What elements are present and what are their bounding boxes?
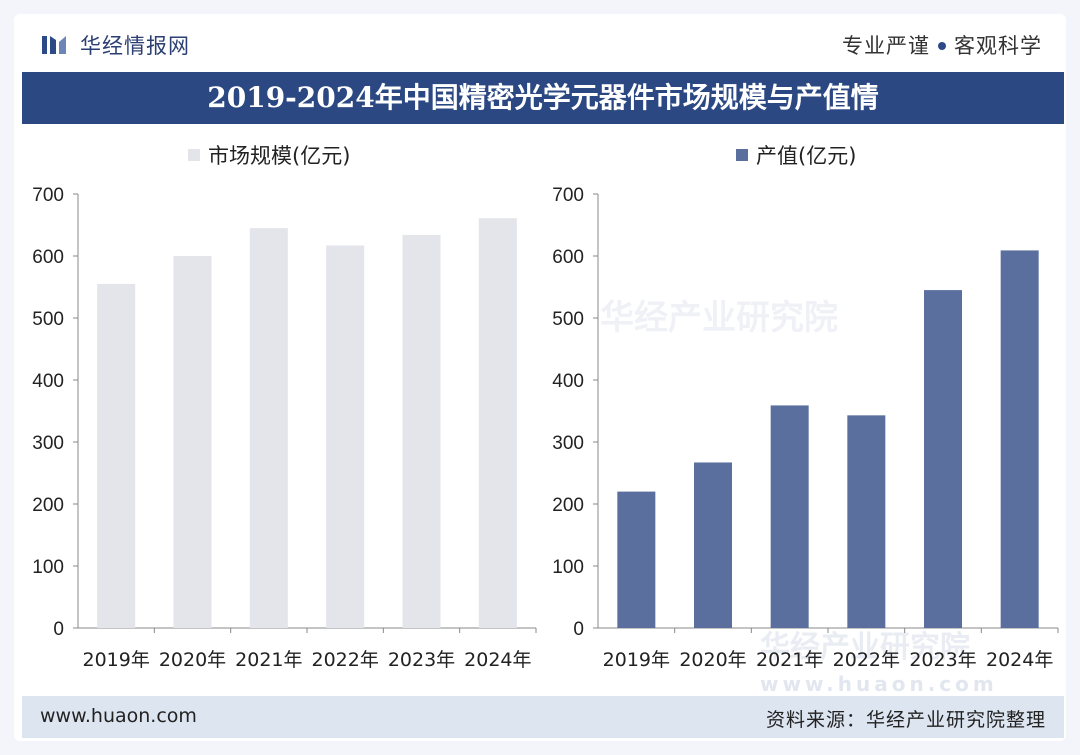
market-x-tick-label: 2019年 [82,649,149,671]
market-y-tick-label: 300 [32,433,64,454]
output-y-tick-label: 600 [552,247,584,268]
slogan-right: 客观科学 [954,34,1042,58]
market-legend-swatch [188,149,200,161]
market-x-tick-label: 2022年 [311,649,378,671]
market-x-tick-label: 2023年 [388,649,455,671]
output-bar [1000,250,1039,629]
market-x-tick-label: 2024年 [464,649,531,671]
market-y-tick-label: 700 [32,185,64,206]
output-legend-swatch [736,149,748,161]
market-y-tick-label: 600 [32,247,64,268]
output-y-tick-label: 0 [573,619,584,640]
output-legend-label: 产值(亿元) [756,144,856,168]
footer-url: www.huaon.com [40,705,197,727]
market-y-tick-label: 100 [32,557,64,578]
market-bar [402,234,441,629]
market-bar [173,256,212,628]
output-x-tick-label: 2022年 [833,649,900,671]
market-bar [326,245,365,628]
output-x-tick-label: 2023年 [909,649,976,671]
output-y-tick-label: 100 [552,557,584,578]
output-bar [770,405,809,628]
market-x-tick-label: 2021年 [235,649,302,671]
market-bar [249,228,288,628]
footer-source: 资料来源：华经产业研究院整理 [765,709,1046,731]
output-y-tick-label: 700 [552,185,584,206]
market-y-tick-label: 200 [32,495,64,516]
output-bar [617,491,656,628]
header-bar: 华经情报网 专业严谨 客观科学 [0,0,1080,62]
slogan-left: 专业严谨 [842,34,930,58]
slogan-dot-icon [938,41,946,50]
output-x-tick-label: 2020年 [679,649,746,671]
output-bar [694,462,732,628]
market-y-tick-label: 400 [32,371,64,392]
output-x-tick-label: 2024年 [986,649,1053,671]
chart-title: 2019-2024年中国精密光学元器件市场规模与产值情 [22,72,1064,124]
output-y-tick-label: 500 [552,309,584,330]
output-bar [847,415,886,628]
market-x-tick-label: 2020年 [159,649,226,671]
output-y-tick-label: 300 [552,433,584,454]
output-bar [924,290,962,628]
market-bar [478,218,517,628]
market-y-tick-label: 0 [53,619,64,640]
footer-bar: www.huaon.com 资料来源：华经产业研究院整理 [22,696,1064,738]
output-x-tick-label: 2019年 [603,649,670,671]
brand-name: 华经情报网 [80,34,190,58]
slogan: 专业严谨 客观科学 [842,30,1042,60]
logo-icon [42,36,66,54]
output-y-tick-label: 400 [552,371,584,392]
output-y-tick-label: 200 [552,495,584,516]
market-legend-label: 市场规模(亿元) [208,144,350,168]
output-x-tick-label: 2021年 [756,649,823,671]
market-y-tick-label: 500 [32,309,64,330]
market-bar [97,283,136,628]
